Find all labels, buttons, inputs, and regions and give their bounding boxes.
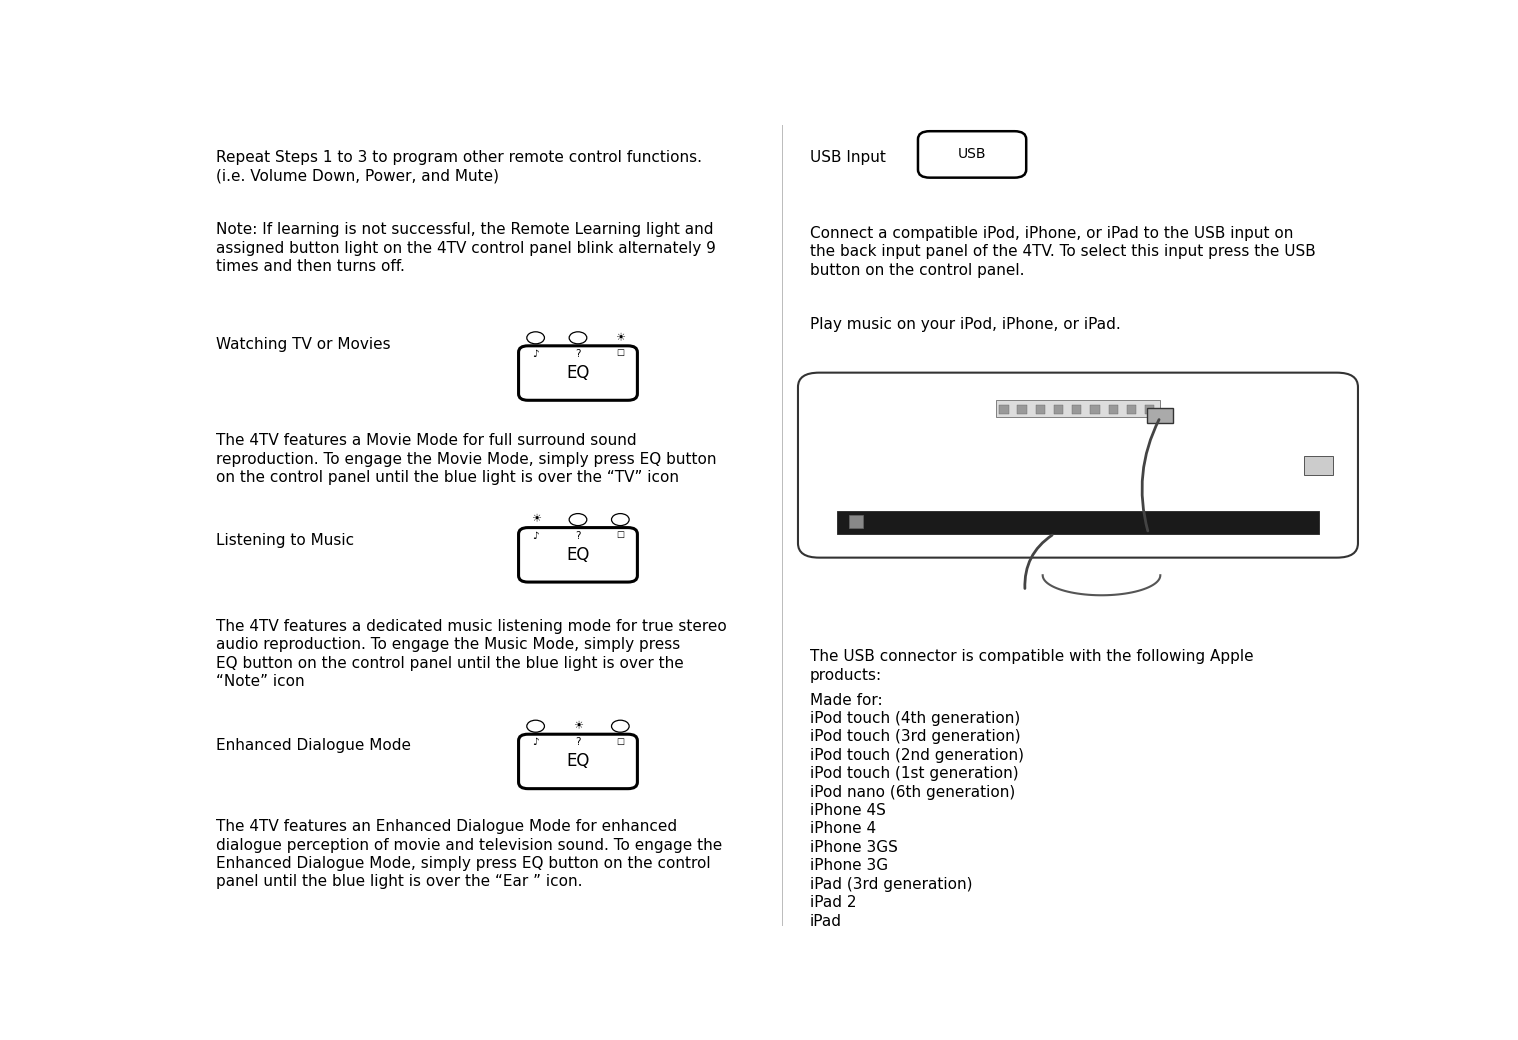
Bar: [1108, 405, 1117, 414]
Bar: [1304, 456, 1333, 474]
Text: iPod touch (2nd generation): iPod touch (2nd generation): [809, 748, 1023, 762]
Text: ☐: ☐: [616, 349, 624, 359]
FancyBboxPatch shape: [519, 527, 638, 582]
FancyBboxPatch shape: [519, 346, 638, 400]
Text: button on the control panel.: button on the control panel.: [809, 262, 1025, 278]
Text: ♪: ♪: [533, 348, 539, 359]
Text: ♪: ♪: [533, 737, 539, 747]
Bar: [1035, 405, 1044, 414]
FancyBboxPatch shape: [798, 372, 1359, 557]
Text: on the control panel until the blue light is over the “TV” icon: on the control panel until the blue ligh…: [216, 470, 679, 485]
Text: products:: products:: [809, 668, 882, 682]
Text: Made for:: Made for:: [809, 693, 882, 707]
Bar: [999, 405, 1008, 414]
Text: Enhanced Dialogue Mode: Enhanced Dialogue Mode: [216, 738, 411, 753]
Text: Note: If learning is not successful, the Remote Learning light and: Note: If learning is not successful, the…: [216, 223, 713, 237]
Text: EQ: EQ: [566, 752, 589, 771]
FancyBboxPatch shape: [519, 734, 638, 788]
Text: iPod touch (4th generation): iPod touch (4th generation): [809, 711, 1020, 726]
Text: iPad: iPad: [809, 913, 842, 929]
Text: Connect a compatible iPod, iPhone, or iPad to the USB input on: Connect a compatible iPod, iPhone, or iP…: [809, 226, 1293, 240]
Text: USB Input: USB Input: [809, 150, 885, 164]
Bar: [849, 515, 862, 528]
Text: the back input panel of the 4TV. To select this input press the USB: the back input panel of the 4TV. To sele…: [809, 244, 1316, 259]
Text: ?: ?: [575, 348, 581, 359]
Text: The USB connector is compatible with the following Apple: The USB connector is compatible with the…: [809, 649, 1254, 665]
Text: Repeat Steps 1 to 3 to program other remote control functions.: Repeat Steps 1 to 3 to program other rem…: [216, 150, 701, 164]
Text: ?: ?: [575, 737, 581, 747]
Text: The 4TV features an Enhanced Dialogue Mode for enhanced: The 4TV features an Enhanced Dialogue Mo…: [216, 820, 677, 834]
Text: iPhone 3GS: iPhone 3GS: [809, 840, 897, 855]
Text: ☀: ☀: [531, 515, 540, 524]
Text: ☀: ☀: [572, 721, 583, 731]
Text: “Note” icon: “Note” icon: [216, 674, 304, 690]
Text: iPod touch (3rd generation): iPod touch (3rd generation): [809, 729, 1020, 745]
Text: times and then turns off.: times and then turns off.: [216, 259, 404, 275]
Text: Play music on your iPod, iPhone, or iPad.: Play music on your iPod, iPhone, or iPad…: [809, 317, 1120, 332]
Text: audio reproduction. To engage the Music Mode, simply press: audio reproduction. To engage the Music …: [216, 638, 680, 652]
Bar: [1017, 405, 1026, 414]
Text: The 4TV features a Movie Mode for full surround sound: The 4TV features a Movie Mode for full s…: [216, 433, 636, 448]
Text: iPhone 4: iPhone 4: [809, 822, 876, 836]
Text: Enhanced Dialogue Mode, simply press EQ button on the control: Enhanced Dialogue Mode, simply press EQ …: [216, 856, 710, 870]
Text: Listening to Music: Listening to Music: [216, 534, 354, 548]
Bar: [1090, 405, 1099, 414]
Text: EQ: EQ: [566, 364, 589, 382]
Text: reproduction. To engage the Movie Mode, simply press EQ button: reproduction. To engage the Movie Mode, …: [216, 451, 716, 467]
Bar: [996, 399, 1160, 417]
Text: iPod touch (1st generation): iPod touch (1st generation): [809, 766, 1019, 781]
Text: panel until the blue light is over the “Ear ” icon.: panel until the blue light is over the “…: [216, 875, 581, 889]
Bar: [1126, 405, 1135, 414]
Text: ☀: ☀: [615, 333, 625, 343]
Text: ☐: ☐: [616, 737, 624, 747]
Text: iPhone 3G: iPhone 3G: [809, 858, 888, 874]
Text: (i.e. Volume Down, Power, and Mute): (i.e. Volume Down, Power, and Mute): [216, 168, 498, 183]
Text: ?: ?: [575, 530, 581, 541]
Text: iPad 2: iPad 2: [809, 895, 856, 910]
Bar: [836, 512, 1319, 534]
Bar: [1053, 405, 1063, 414]
Text: iPhone 4S: iPhone 4S: [809, 803, 885, 818]
Text: USB: USB: [958, 148, 987, 161]
Text: dialogue perception of movie and television sound. To engage the: dialogue perception of movie and televis…: [216, 837, 723, 853]
Text: iPod nano (6th generation): iPod nano (6th generation): [809, 784, 1016, 800]
Text: iPad (3rd generation): iPad (3rd generation): [809, 877, 972, 891]
Text: Watching TV or Movies: Watching TV or Movies: [216, 337, 390, 352]
Bar: [1145, 405, 1154, 414]
Text: EQ button on the control panel until the blue light is over the: EQ button on the control panel until the…: [216, 656, 683, 671]
Bar: [1072, 405, 1081, 414]
Text: ☐: ☐: [616, 531, 624, 540]
Text: assigned button light on the 4TV control panel blink alternately 9: assigned button light on the 4TV control…: [216, 241, 715, 256]
FancyBboxPatch shape: [918, 131, 1026, 178]
Bar: [1148, 409, 1173, 422]
Text: ♪: ♪: [533, 530, 539, 541]
Text: The 4TV features a dedicated music listening mode for true stereo: The 4TV features a dedicated music liste…: [216, 619, 727, 634]
Text: EQ: EQ: [566, 546, 589, 564]
